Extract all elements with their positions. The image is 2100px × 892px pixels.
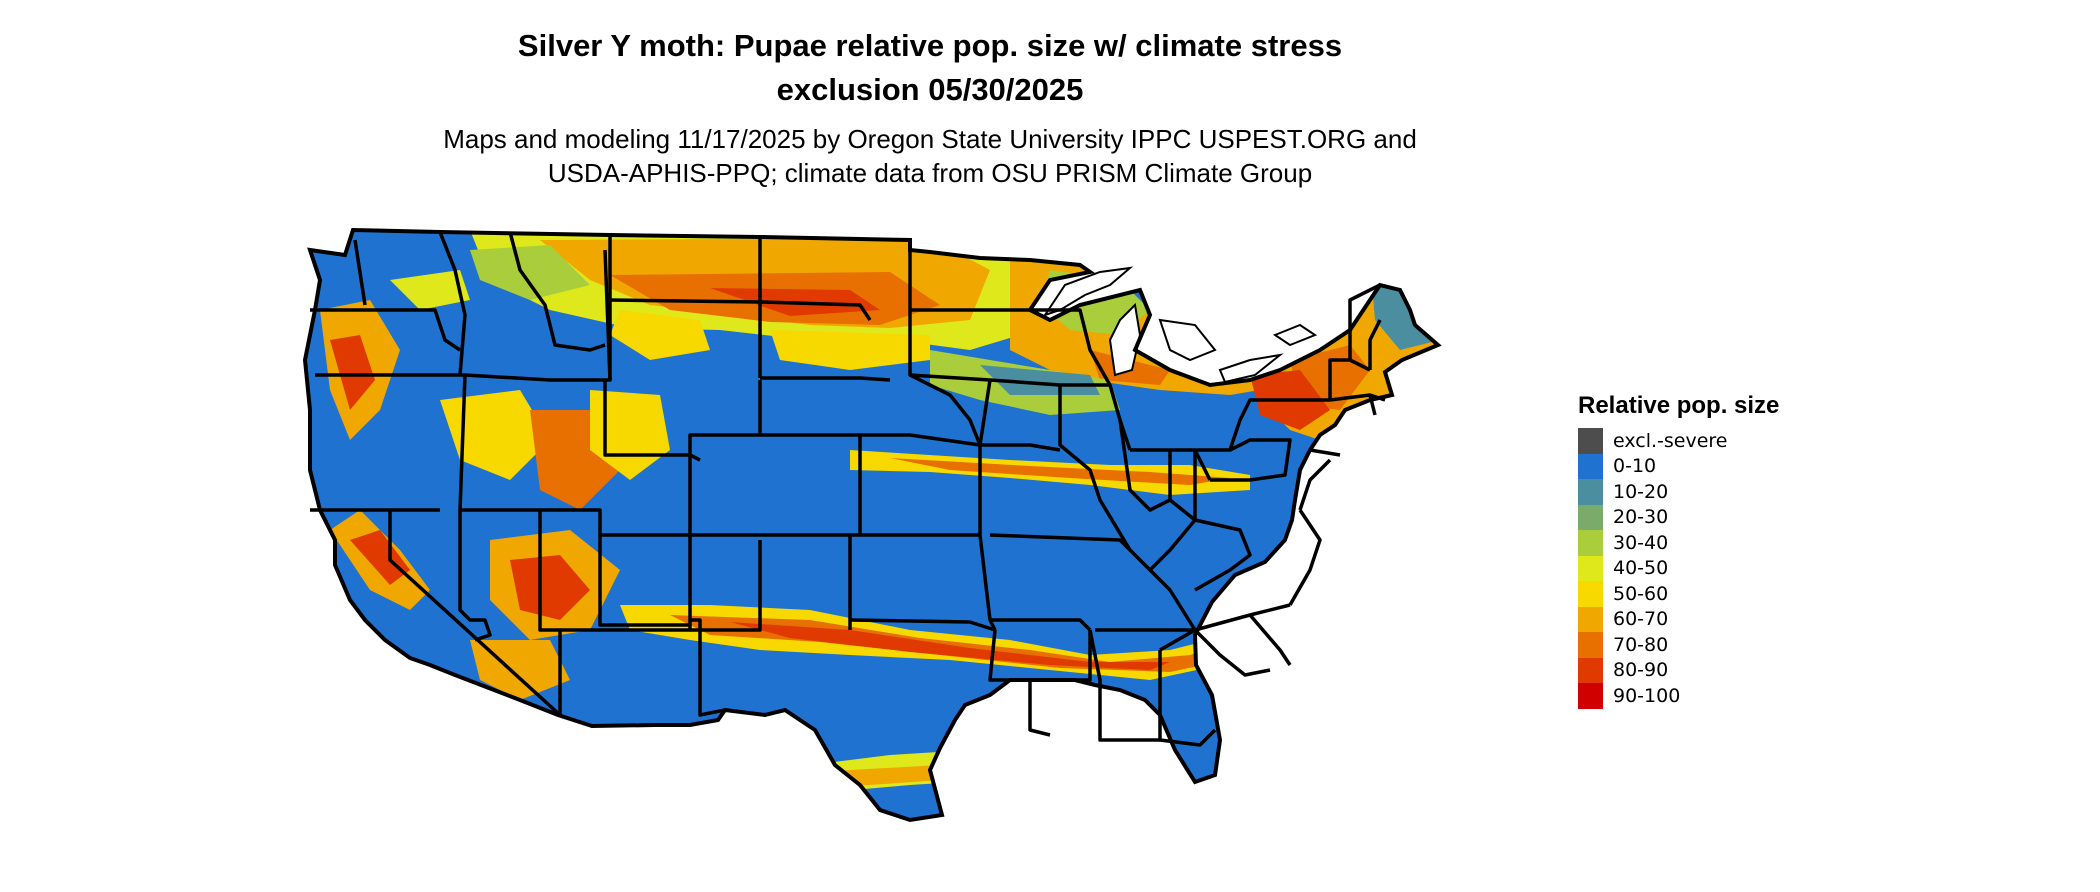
legend-item: 70-80 — [1578, 632, 1779, 658]
legend-item: 50-60 — [1578, 581, 1779, 607]
legend-swatch — [1578, 606, 1603, 632]
legend-item: 10-20 — [1578, 479, 1779, 505]
legend-label: 40-50 — [1613, 557, 1669, 580]
us-map — [303, 228, 1440, 822]
legend-swatch — [1578, 530, 1603, 556]
legend-label: 60-70 — [1613, 608, 1669, 631]
legend-item: 0-10 — [1578, 453, 1779, 479]
legend-swatch — [1578, 555, 1603, 581]
great-lakes — [1042, 266, 1318, 384]
legend-label: 0-10 — [1613, 455, 1657, 478]
legend-items: excl.-severe 0-10 10-20 20-30 30-40 40-50 50-6… — [1578, 428, 1779, 709]
legend-swatch — [1578, 504, 1603, 530]
legend-label: 10-20 — [1613, 480, 1669, 503]
legend: Relative pop. size excl.-severe 0-10 10-20… — [1578, 392, 1779, 709]
legend-label: 30-40 — [1613, 531, 1669, 554]
legend-label: 70-80 — [1613, 633, 1669, 656]
legend-swatch — [1578, 683, 1603, 709]
legend-swatch — [1578, 479, 1603, 505]
legend-swatch — [1578, 453, 1603, 479]
legend-item: 40-50 — [1578, 555, 1779, 581]
legend-item: 20-30 — [1578, 504, 1779, 530]
legend-title: Relative pop. size — [1578, 392, 1780, 419]
legend-swatch — [1578, 428, 1603, 454]
subtitle-line-2: USDA-APHIS-PPQ; climate data from OSU PR… — [547, 158, 1313, 188]
title-line-1: Silver Y moth: Pupae relative pop. size … — [517, 28, 1343, 63]
map-subtitle: Maps and modeling 11/17/2025 by Oregon S… — [0, 122, 1860, 190]
legend-item: 30-40 — [1578, 530, 1779, 556]
legend-label: excl.-severe — [1613, 429, 1728, 452]
legend-swatch — [1578, 657, 1603, 683]
title-line-2: exclusion 05/30/2025 — [776, 72, 1084, 107]
legend-item: 80-90 — [1578, 657, 1779, 683]
legend-item: 60-70 — [1578, 606, 1779, 632]
subtitle-line-1: Maps and modeling 11/17/2025 by Oregon S… — [443, 124, 1417, 154]
legend-item: excl.-severe — [1578, 428, 1779, 454]
map-title: Silver Y moth: Pupae relative pop. size … — [0, 24, 1860, 112]
legend-label: 80-90 — [1613, 659, 1669, 682]
legend-label: 50-60 — [1613, 582, 1669, 605]
legend-item: 90-100 — [1578, 683, 1779, 709]
legend-label: 20-30 — [1613, 506, 1669, 529]
legend-label: 90-100 — [1613, 684, 1681, 707]
legend-swatch — [1578, 581, 1603, 607]
legend-swatch — [1578, 632, 1603, 658]
